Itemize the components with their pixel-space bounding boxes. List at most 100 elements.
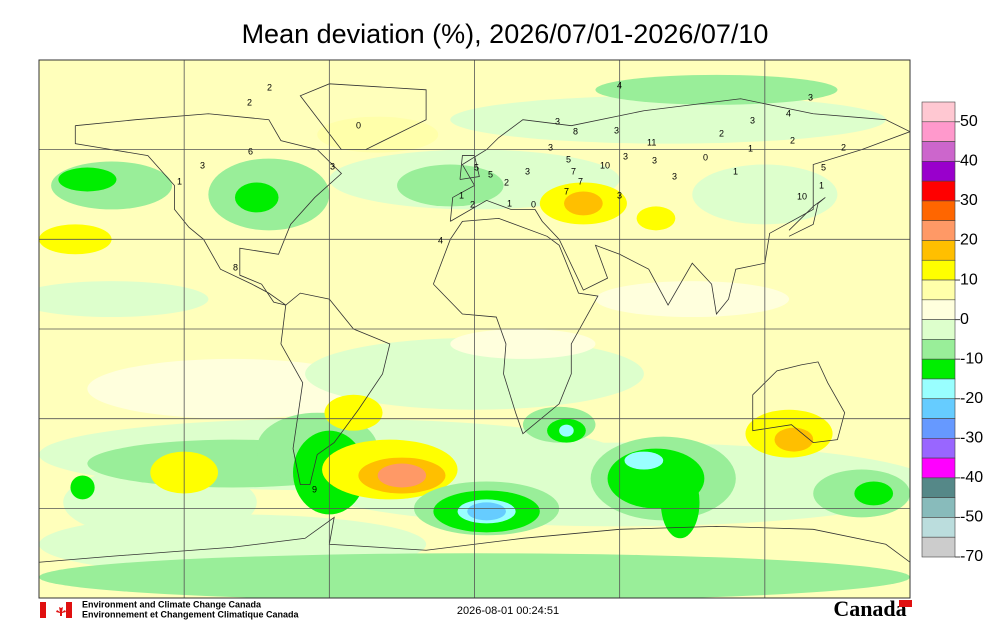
- station-value: 8: [233, 262, 238, 272]
- colorbar-swatch: [921, 457, 956, 479]
- station-value: 2: [790, 135, 795, 145]
- station-value: 0: [531, 199, 536, 209]
- colorbar-swatch: [921, 477, 956, 498]
- station-value: 11: [647, 137, 656, 147]
- colorbar-label: -10: [960, 350, 983, 367]
- station-value: 3: [200, 160, 205, 170]
- station-value: 2: [719, 128, 724, 138]
- station-value: 3: [555, 116, 560, 126]
- agency-fr: Environnement et Changement Climatique C…: [82, 609, 300, 619]
- station-value: 3: [548, 142, 553, 152]
- footer: Environment and Climate Change Canada En…: [40, 596, 912, 621]
- station-value: 0: [703, 152, 708, 162]
- station-value: 10: [600, 160, 610, 170]
- colorbar-swatch: [921, 358, 956, 380]
- colorbar-label: -20: [960, 390, 983, 407]
- colorbar-swatch: [921, 517, 956, 538]
- field-contour: [39, 281, 209, 318]
- wordmark-flag: [899, 600, 912, 607]
- station-value: 2: [470, 199, 475, 209]
- field-contour: [624, 451, 664, 470]
- field-contour: [450, 329, 596, 359]
- station-value: 10: [797, 191, 807, 201]
- colorbar-swatch: [921, 418, 956, 439]
- agency-en: Environment and Climate Change Canada: [82, 599, 262, 609]
- field-contour: [854, 481, 894, 506]
- field-contour: [377, 463, 427, 488]
- colorbar-label: 10: [960, 271, 978, 288]
- station-value: 2: [841, 142, 846, 152]
- colorbar-swatch: [921, 220, 956, 241]
- station-value: 5: [474, 162, 479, 172]
- colorbar-swatch: [921, 378, 956, 400]
- flag-bar: [66, 602, 72, 618]
- colorbar-label: -30: [960, 430, 983, 447]
- station-value: 2: [247, 97, 252, 107]
- timestamp: 2026-08-01 00:24:51: [457, 605, 559, 617]
- station-value: 7: [578, 176, 583, 186]
- colorbar-swatch: [921, 101, 956, 123]
- colorbar-label: 40: [960, 153, 978, 170]
- field-contour: [660, 466, 700, 539]
- field-contour: [397, 164, 504, 207]
- wordmark: Canada: [833, 596, 906, 621]
- coastline: [280, 292, 391, 485]
- field-contour: [595, 281, 790, 318]
- field-contour: [450, 95, 886, 144]
- field-contour: [636, 206, 676, 231]
- coastline: [74, 113, 343, 306]
- colorbar-swatch: [921, 299, 956, 320]
- station-value: 1: [819, 180, 824, 190]
- title: Mean deviation (%), 2026/07/01-2026/07/1…: [242, 19, 769, 49]
- colorbar-swatch: [921, 398, 956, 419]
- colorbar-label: -70: [960, 548, 983, 565]
- graticule: [39, 60, 910, 598]
- colorbar-swatch: [921, 497, 956, 518]
- colorbar-swatch: [921, 536, 956, 558]
- station-value: 3: [525, 166, 530, 176]
- field-contour: [595, 74, 838, 105]
- station-value: 4: [438, 235, 443, 245]
- station-value: 3: [808, 92, 813, 102]
- field-contour: [774, 427, 814, 452]
- colorbar-label: 50: [960, 113, 978, 130]
- map-frame: [38, 59, 911, 599]
- field: [39, 74, 910, 598]
- station-value: 8: [573, 126, 578, 136]
- station-value: 1: [733, 166, 738, 176]
- colorbar-label: 20: [960, 232, 978, 249]
- coastline: [752, 361, 846, 444]
- coastline: [432, 217, 599, 435]
- station-value: 3: [614, 125, 619, 135]
- station-value: 9: [312, 484, 317, 494]
- field-contour: [467, 502, 506, 521]
- station-value: 5: [488, 169, 493, 179]
- flag-leaf: [56, 604, 66, 616]
- field-contour: [559, 424, 574, 437]
- station-value: 2: [504, 177, 509, 187]
- colorbar-swatch: [921, 161, 956, 182]
- station-value: 4: [786, 108, 791, 118]
- station-value: 3: [623, 151, 628, 161]
- station-value: 3: [750, 115, 755, 125]
- colorbar-swatch: [921, 121, 956, 142]
- colorbar-label: -40: [960, 469, 983, 486]
- station-value: 5: [821, 162, 826, 172]
- colorbar-swatch: [921, 180, 956, 202]
- station-value: 1: [459, 190, 464, 200]
- colorbar: 50 40 30 20 10 0 -10 -20 -30 -40 -50 -70: [921, 101, 983, 565]
- colorbar-label: 0: [960, 311, 969, 328]
- field-contour: [234, 182, 279, 213]
- station-value: 3: [672, 171, 677, 181]
- station-value: 0: [356, 120, 361, 130]
- field-contour: [58, 167, 117, 192]
- colorbar-label: -50: [960, 509, 983, 526]
- colorbar-swatch: [921, 279, 956, 301]
- colorbar-swatch: [921, 259, 956, 281]
- field-contour: [317, 116, 439, 153]
- colorbar-label: 30: [960, 192, 978, 209]
- station-value: 1: [177, 176, 182, 186]
